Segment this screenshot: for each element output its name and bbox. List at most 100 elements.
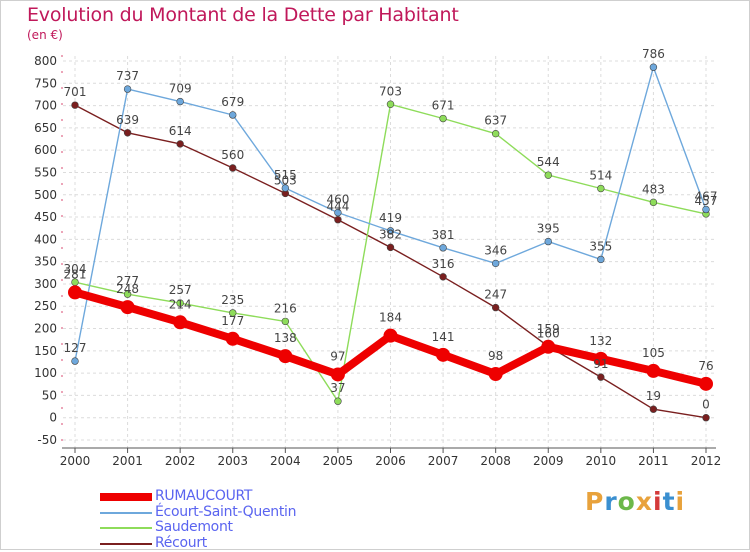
y-tick-label: 750 bbox=[34, 76, 57, 90]
data-label: 737 bbox=[116, 69, 139, 83]
data-label: 281 bbox=[64, 267, 87, 281]
data-label: 614 bbox=[169, 124, 192, 138]
data-point bbox=[71, 357, 79, 365]
x-tick-label: 2004 bbox=[270, 454, 301, 468]
data-label: 141 bbox=[432, 330, 455, 344]
data-point bbox=[593, 351, 608, 366]
data-point bbox=[386, 243, 395, 252]
data-label: 105 bbox=[642, 346, 665, 360]
y-tick-label: 450 bbox=[34, 210, 57, 224]
data-point bbox=[229, 111, 237, 119]
data-point bbox=[123, 129, 132, 137]
x-tick-label: 2009 bbox=[533, 454, 564, 468]
data-label: 127 bbox=[64, 341, 87, 355]
y-tick-label: 300 bbox=[34, 277, 57, 291]
x-tick-label: 2002 bbox=[165, 454, 196, 468]
data-point bbox=[229, 309, 237, 317]
data-point bbox=[436, 347, 451, 362]
data-point bbox=[544, 171, 552, 179]
data-point bbox=[176, 140, 184, 148]
data-label: 355 bbox=[589, 239, 612, 253]
data-point bbox=[386, 100, 395, 108]
y-tick-label: 600 bbox=[34, 143, 57, 157]
data-label: 560 bbox=[221, 148, 244, 162]
data-label: 98 bbox=[488, 349, 503, 363]
data-point bbox=[176, 299, 184, 307]
data-label: 177 bbox=[221, 314, 244, 328]
logo-letter: i bbox=[653, 487, 663, 516]
y-tick-label: 0 bbox=[49, 411, 57, 425]
data-label: 19 bbox=[646, 389, 661, 403]
data-label: 679 bbox=[221, 95, 244, 109]
data-label: 304 bbox=[64, 262, 87, 276]
y-tick-label: 350 bbox=[34, 255, 57, 269]
data-label: 214 bbox=[169, 297, 192, 311]
logo-letter: r bbox=[604, 487, 618, 516]
data-point bbox=[176, 97, 184, 106]
data-point bbox=[439, 273, 447, 281]
data-point bbox=[702, 414, 710, 422]
data-point bbox=[597, 184, 605, 193]
data-label: 138 bbox=[274, 331, 297, 345]
data-label: 37 bbox=[330, 381, 345, 395]
data-point bbox=[225, 331, 240, 346]
data-label: 515 bbox=[274, 168, 297, 182]
y-tick-label: 200 bbox=[34, 322, 57, 336]
data-point bbox=[71, 101, 79, 109]
data-point bbox=[491, 259, 500, 268]
data-point bbox=[281, 184, 290, 192]
legend-label: Saudemont bbox=[155, 519, 233, 535]
legend-swatch bbox=[100, 527, 152, 529]
grid-lines bbox=[63, 56, 714, 448]
data-label: 457 bbox=[695, 194, 718, 208]
data-label: 235 bbox=[221, 293, 244, 307]
x-tick-label: 2003 bbox=[217, 454, 248, 468]
x-tick-label: 2000 bbox=[60, 454, 91, 468]
data-label: 257 bbox=[169, 283, 192, 297]
data-point bbox=[699, 376, 713, 391]
data-point bbox=[68, 285, 82, 300]
y-tick-label: 550 bbox=[34, 165, 57, 179]
data-point bbox=[173, 315, 188, 330]
data-label: 316 bbox=[432, 257, 455, 271]
data-label: 248 bbox=[116, 282, 139, 296]
data-point bbox=[386, 227, 395, 235]
data-point bbox=[544, 237, 552, 246]
data-label: 76 bbox=[698, 359, 713, 373]
data-label: 671 bbox=[432, 99, 455, 113]
data-label: 97 bbox=[330, 349, 345, 363]
data-label: 637 bbox=[484, 114, 507, 128]
data-label: 160 bbox=[537, 326, 560, 340]
data-point bbox=[334, 397, 342, 405]
data-label: 247 bbox=[484, 288, 507, 302]
data-point bbox=[491, 303, 500, 312]
data-label: 91 bbox=[593, 357, 608, 371]
data-point bbox=[597, 373, 605, 381]
x-tick-label: 2007 bbox=[428, 454, 459, 468]
x-tick-label: 2005 bbox=[323, 454, 354, 468]
data-point bbox=[123, 290, 132, 298]
data-point bbox=[702, 205, 710, 214]
data-label: 786 bbox=[642, 47, 665, 61]
data-point bbox=[649, 198, 658, 207]
data-point bbox=[488, 367, 503, 382]
data-label: 467 bbox=[695, 189, 718, 203]
y-tick-label: 400 bbox=[34, 232, 57, 246]
legend-label: Écourt-Saint-Quentin bbox=[155, 503, 297, 520]
data-point bbox=[120, 300, 135, 315]
data-label: 132 bbox=[589, 334, 612, 348]
y-tick-label: -50 bbox=[37, 433, 57, 447]
y-tick-label: 150 bbox=[34, 344, 57, 358]
data-label: 381 bbox=[432, 228, 455, 242]
logo-letter: i bbox=[675, 487, 686, 516]
data-point bbox=[597, 255, 605, 264]
y-tick-label: 500 bbox=[34, 188, 57, 202]
y-tick-label: 50 bbox=[42, 388, 57, 402]
x-tick-label: 2001 bbox=[112, 454, 143, 468]
axes: -50 0 50 100 150 200 250 300 350 400 450 500 550 600 6… bbox=[34, 54, 721, 468]
data-label: 444 bbox=[326, 200, 349, 214]
x-tick-label: 2006 bbox=[375, 454, 406, 468]
data-label: 395 bbox=[537, 222, 560, 236]
chart-title: Evolution du Montant de la Dette par Hab… bbox=[27, 4, 459, 26]
